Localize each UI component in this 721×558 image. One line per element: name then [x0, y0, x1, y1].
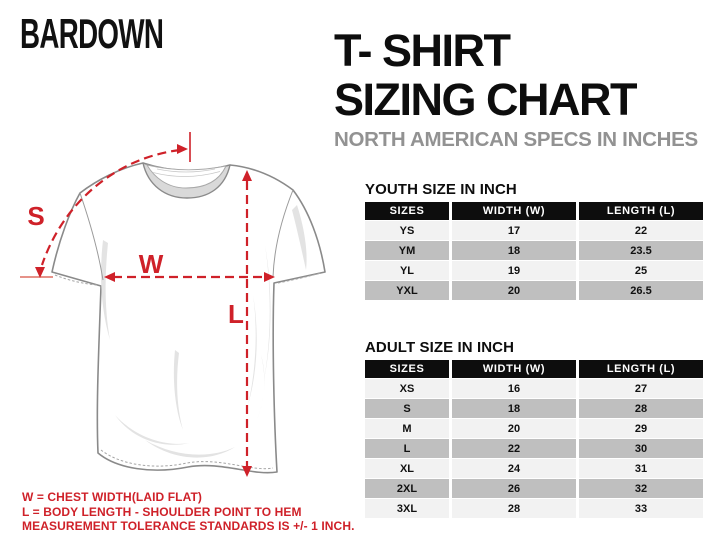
left-sleeve-stitch — [54, 274, 98, 286]
table-cell: YL — [365, 261, 449, 280]
shoulder-measure-label: S — [27, 201, 44, 231]
table-cell: 2XL — [365, 479, 449, 498]
wrinkle-shading — [115, 415, 190, 445]
table-cell: 17 — [452, 221, 576, 240]
table-cell: XS — [365, 379, 449, 398]
column-header: WIDTH (W) — [452, 360, 576, 378]
arrowhead-right — [264, 272, 275, 282]
column-header: SIZES — [365, 202, 449, 220]
column-header: LENGTH (L) — [579, 202, 703, 220]
adult-size-table: SIZES WIDTH (W) LENGTH (L) XS 16 27 S 18 28 M 20 29… — [362, 359, 706, 519]
page-title-line2: SIZING CHART — [334, 74, 638, 125]
length-measure-label: L — [228, 299, 244, 329]
table-cell: M — [365, 419, 449, 438]
table-cell: XL — [365, 459, 449, 478]
arrowhead-right — [177, 144, 188, 154]
wrinkle-shading — [173, 350, 183, 430]
wrinkle-shading — [292, 205, 307, 270]
table-row: YM 18 23.5 — [365, 241, 703, 260]
table-cell: 16 — [452, 379, 576, 398]
table-cell: L — [365, 439, 449, 458]
column-header: WIDTH (W) — [452, 202, 576, 220]
arrowhead-down — [35, 267, 45, 278]
table-cell: 28 — [579, 399, 703, 418]
left-sleeve-seam — [79, 192, 104, 281]
table-cell: YS — [365, 221, 449, 240]
table-row: XL 24 31 — [365, 459, 703, 478]
collar-rib-line — [156, 168, 216, 173]
page-subtitle: NORTH AMERICAN SPECS IN INCHES — [334, 128, 698, 151]
wrinkle-shading — [101, 240, 110, 340]
table-cell: 18 — [452, 241, 576, 260]
bardown-logo: BARDOWN — [20, 10, 164, 57]
table-row: L 22 30 — [365, 439, 703, 458]
table-cell: 22 — [452, 439, 576, 458]
page-title-line1: T- SHIRT — [334, 25, 511, 76]
table-row: M 20 29 — [365, 419, 703, 438]
wrinkle-shading — [248, 295, 257, 405]
adult-table-title: ADULT SIZE IN INCH — [365, 339, 515, 356]
width-measure-label: W — [139, 249, 164, 279]
table-header-row: SIZES WIDTH (W) LENGTH (L) — [365, 202, 703, 220]
arrowhead-left — [104, 272, 115, 282]
youth-size-section: YOUTH SIZE IN INCH SIZES WIDTH (W) LENGTH … — [362, 181, 708, 301]
tshirt-measurement-diagram: S W L — [20, 132, 326, 477]
table-cell: 20 — [452, 281, 576, 300]
table-cell: 20 — [452, 419, 576, 438]
table-cell: S — [365, 399, 449, 418]
table-row: YL 19 25 — [365, 261, 703, 280]
table-row: 3XL 28 33 — [365, 499, 703, 518]
table-cell: 3XL — [365, 499, 449, 518]
table-header-row: SIZES WIDTH (W) LENGTH (L) — [365, 360, 703, 378]
right-sleeve-stitch — [277, 272, 322, 284]
column-header: SIZES — [365, 360, 449, 378]
note-width-definition: W = CHEST WIDTH(LAID FLAT) — [22, 490, 203, 504]
table-cell: 25 — [579, 261, 703, 280]
table-row: YS 17 22 — [365, 221, 703, 240]
table-row: YXL 20 26.5 — [365, 281, 703, 300]
table-row: 2XL 26 32 — [365, 479, 703, 498]
table-cell: 22 — [579, 221, 703, 240]
table-cell: 24 — [452, 459, 576, 478]
table-cell: 33 — [579, 499, 703, 518]
adult-size-section: ADULT SIZE IN INCH SIZES WIDTH (W) LENGTH … — [362, 339, 708, 519]
arrowhead-up — [242, 170, 252, 181]
youth-table-title: YOUTH SIZE IN INCH — [365, 181, 517, 198]
table-cell: 26.5 — [579, 281, 703, 300]
table-row: XS 16 27 — [365, 379, 703, 398]
table-cell: 26 — [452, 479, 576, 498]
note-tolerance: MEASUREMENT TOLERANCE STANDARDS IS +/- 1… — [22, 519, 355, 533]
tshirt-body-outline — [51, 162, 326, 474]
hem-stitch — [100, 449, 274, 470]
table-cell: 27 — [579, 379, 703, 398]
arrowhead-down — [242, 466, 252, 477]
table-cell: 23.5 — [579, 241, 703, 260]
table-cell: 31 — [579, 459, 703, 478]
table-cell: 28 — [452, 499, 576, 518]
youth-size-table: SIZES WIDTH (W) LENGTH (L) YS 17 22 YM 18 23.5 YL… — [362, 201, 706, 301]
column-header: LENGTH (L) — [579, 360, 703, 378]
table-cell: 19 — [452, 261, 576, 280]
table-row: S 18 28 — [365, 399, 703, 418]
note-length-definition: L = BODY LENGTH - SHOULDER POINT TO HEM — [22, 504, 302, 519]
table-cell: YM — [365, 241, 449, 260]
right-sleeve-seam — [272, 189, 294, 278]
table-cell: 29 — [579, 419, 703, 438]
measurement-notes: W = CHEST WIDTH(LAID FLAT) L = BODY LENG… — [22, 490, 372, 534]
table-cell: YXL — [365, 281, 449, 300]
table-cell: 32 — [579, 479, 703, 498]
table-cell: 18 — [452, 399, 576, 418]
collar-rib-line — [152, 171, 221, 177]
title-block: T- SHIRT SIZING CHART NORTH AMERICAN SPE… — [334, 26, 714, 152]
wrinkle-shading — [145, 440, 235, 458]
table-cell: 30 — [579, 439, 703, 458]
